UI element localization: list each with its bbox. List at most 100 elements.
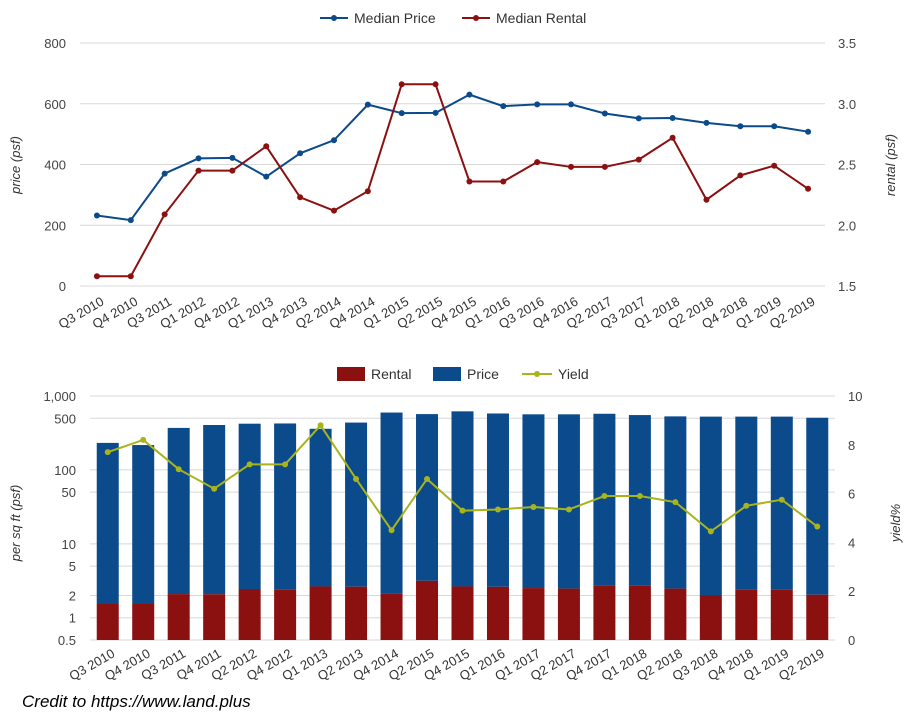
rental-bar	[664, 588, 687, 640]
median-price-point	[534, 101, 541, 108]
median-rental-point	[93, 273, 100, 280]
price-bar	[416, 414, 439, 581]
legend-label: Median Price	[354, 10, 436, 26]
y2-axis-title: rental (psf)	[883, 134, 898, 196]
price-bar	[274, 423, 297, 590]
median-price-point	[127, 217, 134, 224]
rental-bar	[380, 593, 403, 640]
price-bar	[486, 413, 509, 587]
y-tick-label: 500	[54, 411, 76, 426]
median-price-point	[805, 128, 812, 135]
price-bar	[167, 427, 190, 595]
rental-bar	[735, 589, 758, 640]
median-price-point	[669, 115, 676, 122]
median-price-point	[297, 150, 304, 157]
y-tick-label: 0	[59, 279, 66, 294]
median-rental-point	[330, 207, 337, 214]
legend-marker	[534, 371, 540, 377]
yield-point	[530, 504, 537, 511]
median-price-point	[398, 110, 405, 117]
rental-bar	[770, 589, 793, 640]
median-price-point	[161, 170, 168, 177]
legend-label: Rental	[371, 366, 411, 382]
y-tick-label: 600	[44, 97, 66, 112]
yield-point	[743, 502, 750, 509]
yield-point	[814, 523, 821, 530]
rental-bar	[557, 588, 580, 640]
median-rental-point	[500, 178, 507, 185]
median-price-point	[601, 110, 608, 117]
y2-tick-label: 2.5	[838, 158, 856, 173]
price-bar	[238, 423, 261, 589]
yield-point	[246, 461, 253, 468]
rental-bar	[593, 585, 616, 640]
yield-point	[388, 527, 395, 534]
median-price-point	[263, 173, 270, 180]
credit-text: Credit to https://www.land.plus	[22, 692, 251, 711]
legend-marker	[331, 15, 337, 21]
median-price-point	[93, 212, 100, 219]
rental-bar	[628, 585, 651, 640]
median-rental-point	[771, 162, 778, 169]
price-bar	[345, 422, 368, 587]
median-rental-point	[229, 167, 236, 174]
yield-point	[707, 528, 714, 535]
legend-marker	[473, 15, 479, 21]
price-bar	[628, 415, 651, 586]
rental-bar	[451, 586, 474, 640]
median-rental-point	[635, 156, 642, 163]
y-tick-label: 0.5	[58, 633, 76, 648]
median-rental-point	[161, 211, 168, 218]
median-price-point	[500, 103, 507, 110]
median-price-point	[703, 119, 710, 126]
y2-tick-label: 2.0	[838, 218, 856, 233]
y-tick-label: 1	[69, 611, 76, 626]
median-rental-point	[263, 143, 270, 150]
median-price-point	[229, 154, 236, 161]
yield-point	[494, 506, 501, 513]
y2-tick-label: 1.5	[838, 279, 856, 294]
yield-point	[317, 422, 324, 429]
legend-label: Median Rental	[496, 10, 586, 26]
price-bar	[522, 414, 545, 589]
y2-tick-label: 4	[848, 535, 855, 550]
median-rental-point	[568, 163, 575, 170]
y2-tick-label: 10	[848, 389, 862, 404]
y2-tick-label: 3.5	[838, 36, 856, 51]
rental-bar	[522, 588, 545, 640]
median-price-point	[432, 109, 439, 116]
yield-point	[104, 449, 111, 456]
y-tick-label: 200	[44, 218, 66, 233]
median-price-point	[330, 137, 337, 144]
median-rental-point	[703, 196, 710, 203]
price-bar	[203, 425, 226, 595]
yield-point	[601, 493, 608, 500]
y-tick-label: 50	[62, 485, 76, 500]
median-rental-point	[737, 172, 744, 179]
rental-bar	[345, 586, 368, 640]
median-rental-point	[534, 159, 541, 166]
median-price-point	[771, 123, 778, 130]
median-price-point	[568, 101, 575, 108]
price-bar	[770, 416, 793, 590]
median-rental-point	[805, 185, 812, 192]
median-price-point	[195, 155, 202, 162]
median-rental-point	[297, 194, 304, 201]
yield-point	[175, 466, 182, 473]
y2-tick-label: 6	[848, 487, 855, 502]
y-tick-label: 1,000	[43, 389, 76, 404]
legend-label: Yield	[558, 366, 589, 382]
median-rental-point	[364, 188, 371, 195]
price-bar	[451, 411, 474, 587]
rental-bar	[238, 588, 261, 640]
yield-point	[353, 475, 360, 482]
rental-bar	[203, 594, 226, 640]
legend-swatch-price	[433, 367, 461, 381]
y-tick-label: 100	[54, 463, 76, 478]
yield-point	[282, 461, 289, 468]
y-tick-label: 400	[44, 158, 66, 173]
median-rental-point	[466, 178, 473, 185]
rental-bar	[486, 586, 509, 640]
price-bar	[699, 416, 722, 596]
y-tick-label: 5	[69, 559, 76, 574]
